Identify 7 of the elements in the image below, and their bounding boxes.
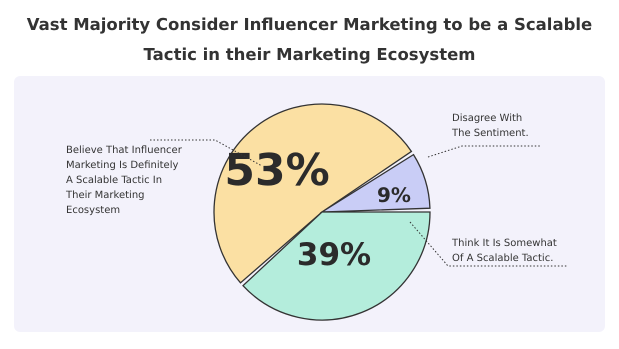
data-label: 53% (224, 145, 330, 196)
slice-label: Believe That Influencer Marketing Is Definitely A Scalable Tactic In Their Marketing Ecosystem (65, 145, 183, 216)
chart-title: Vast Majority Consider Influencer Marketing to be a Scalable Tactic in their Marketing Ecosystem (26, 14, 594, 66)
slice-label: Disagree With The Sentiment. (451, 113, 529, 139)
data-label: 39% (296, 237, 372, 273)
slice-label: Think It Is Somewhat Of A Scalable Tactic. (451, 238, 557, 264)
data-label: 9% (377, 183, 411, 207)
